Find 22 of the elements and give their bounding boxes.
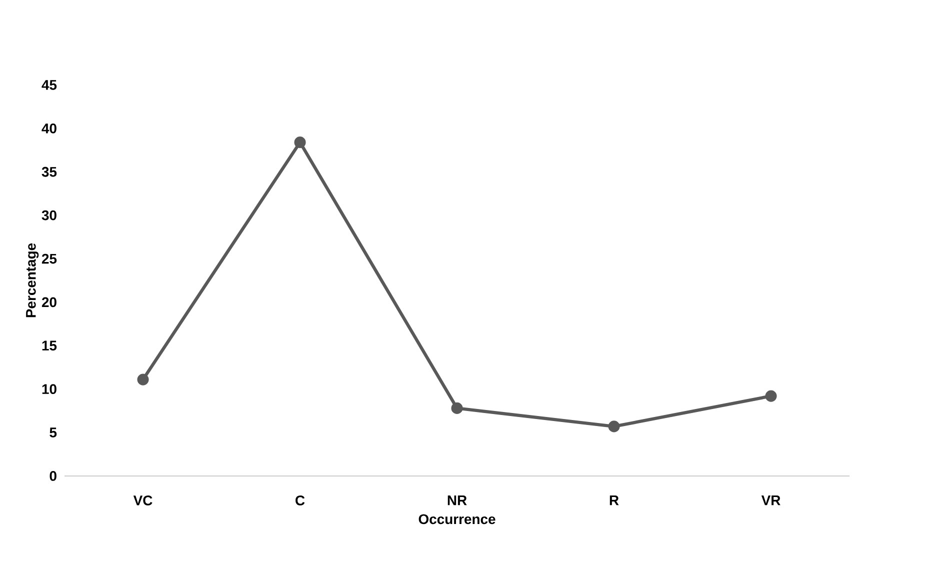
y-tick-label: 5 bbox=[50, 428, 57, 438]
y-tick-label: 30 bbox=[42, 210, 56, 220]
x-tick-label: NR bbox=[448, 496, 467, 506]
y-tick-label: 15 bbox=[42, 340, 57, 351]
x-tick-label: C bbox=[296, 495, 305, 506]
x-tick-label: VR bbox=[761, 496, 780, 506]
y-tick-label: 10 bbox=[42, 384, 56, 394]
y-tick-label: 45 bbox=[42, 80, 57, 90]
point bbox=[294, 136, 306, 148]
point bbox=[608, 420, 620, 432]
point bbox=[765, 390, 777, 402]
y-tick-label: 25 bbox=[42, 254, 57, 264]
x-tick-label: R bbox=[610, 496, 619, 506]
y-axis-title: Percentage bbox=[26, 243, 39, 318]
x-axis-title: Occurrence bbox=[418, 514, 496, 524]
point bbox=[451, 402, 463, 414]
x-tick-label: VC bbox=[133, 495, 152, 506]
point bbox=[137, 374, 149, 386]
y-tick-label: 40 bbox=[42, 123, 56, 134]
y-tick-label: 0 bbox=[50, 471, 56, 481]
y-tick-label: 20 bbox=[42, 297, 56, 308]
y-tick-label: 35 bbox=[42, 166, 57, 177]
